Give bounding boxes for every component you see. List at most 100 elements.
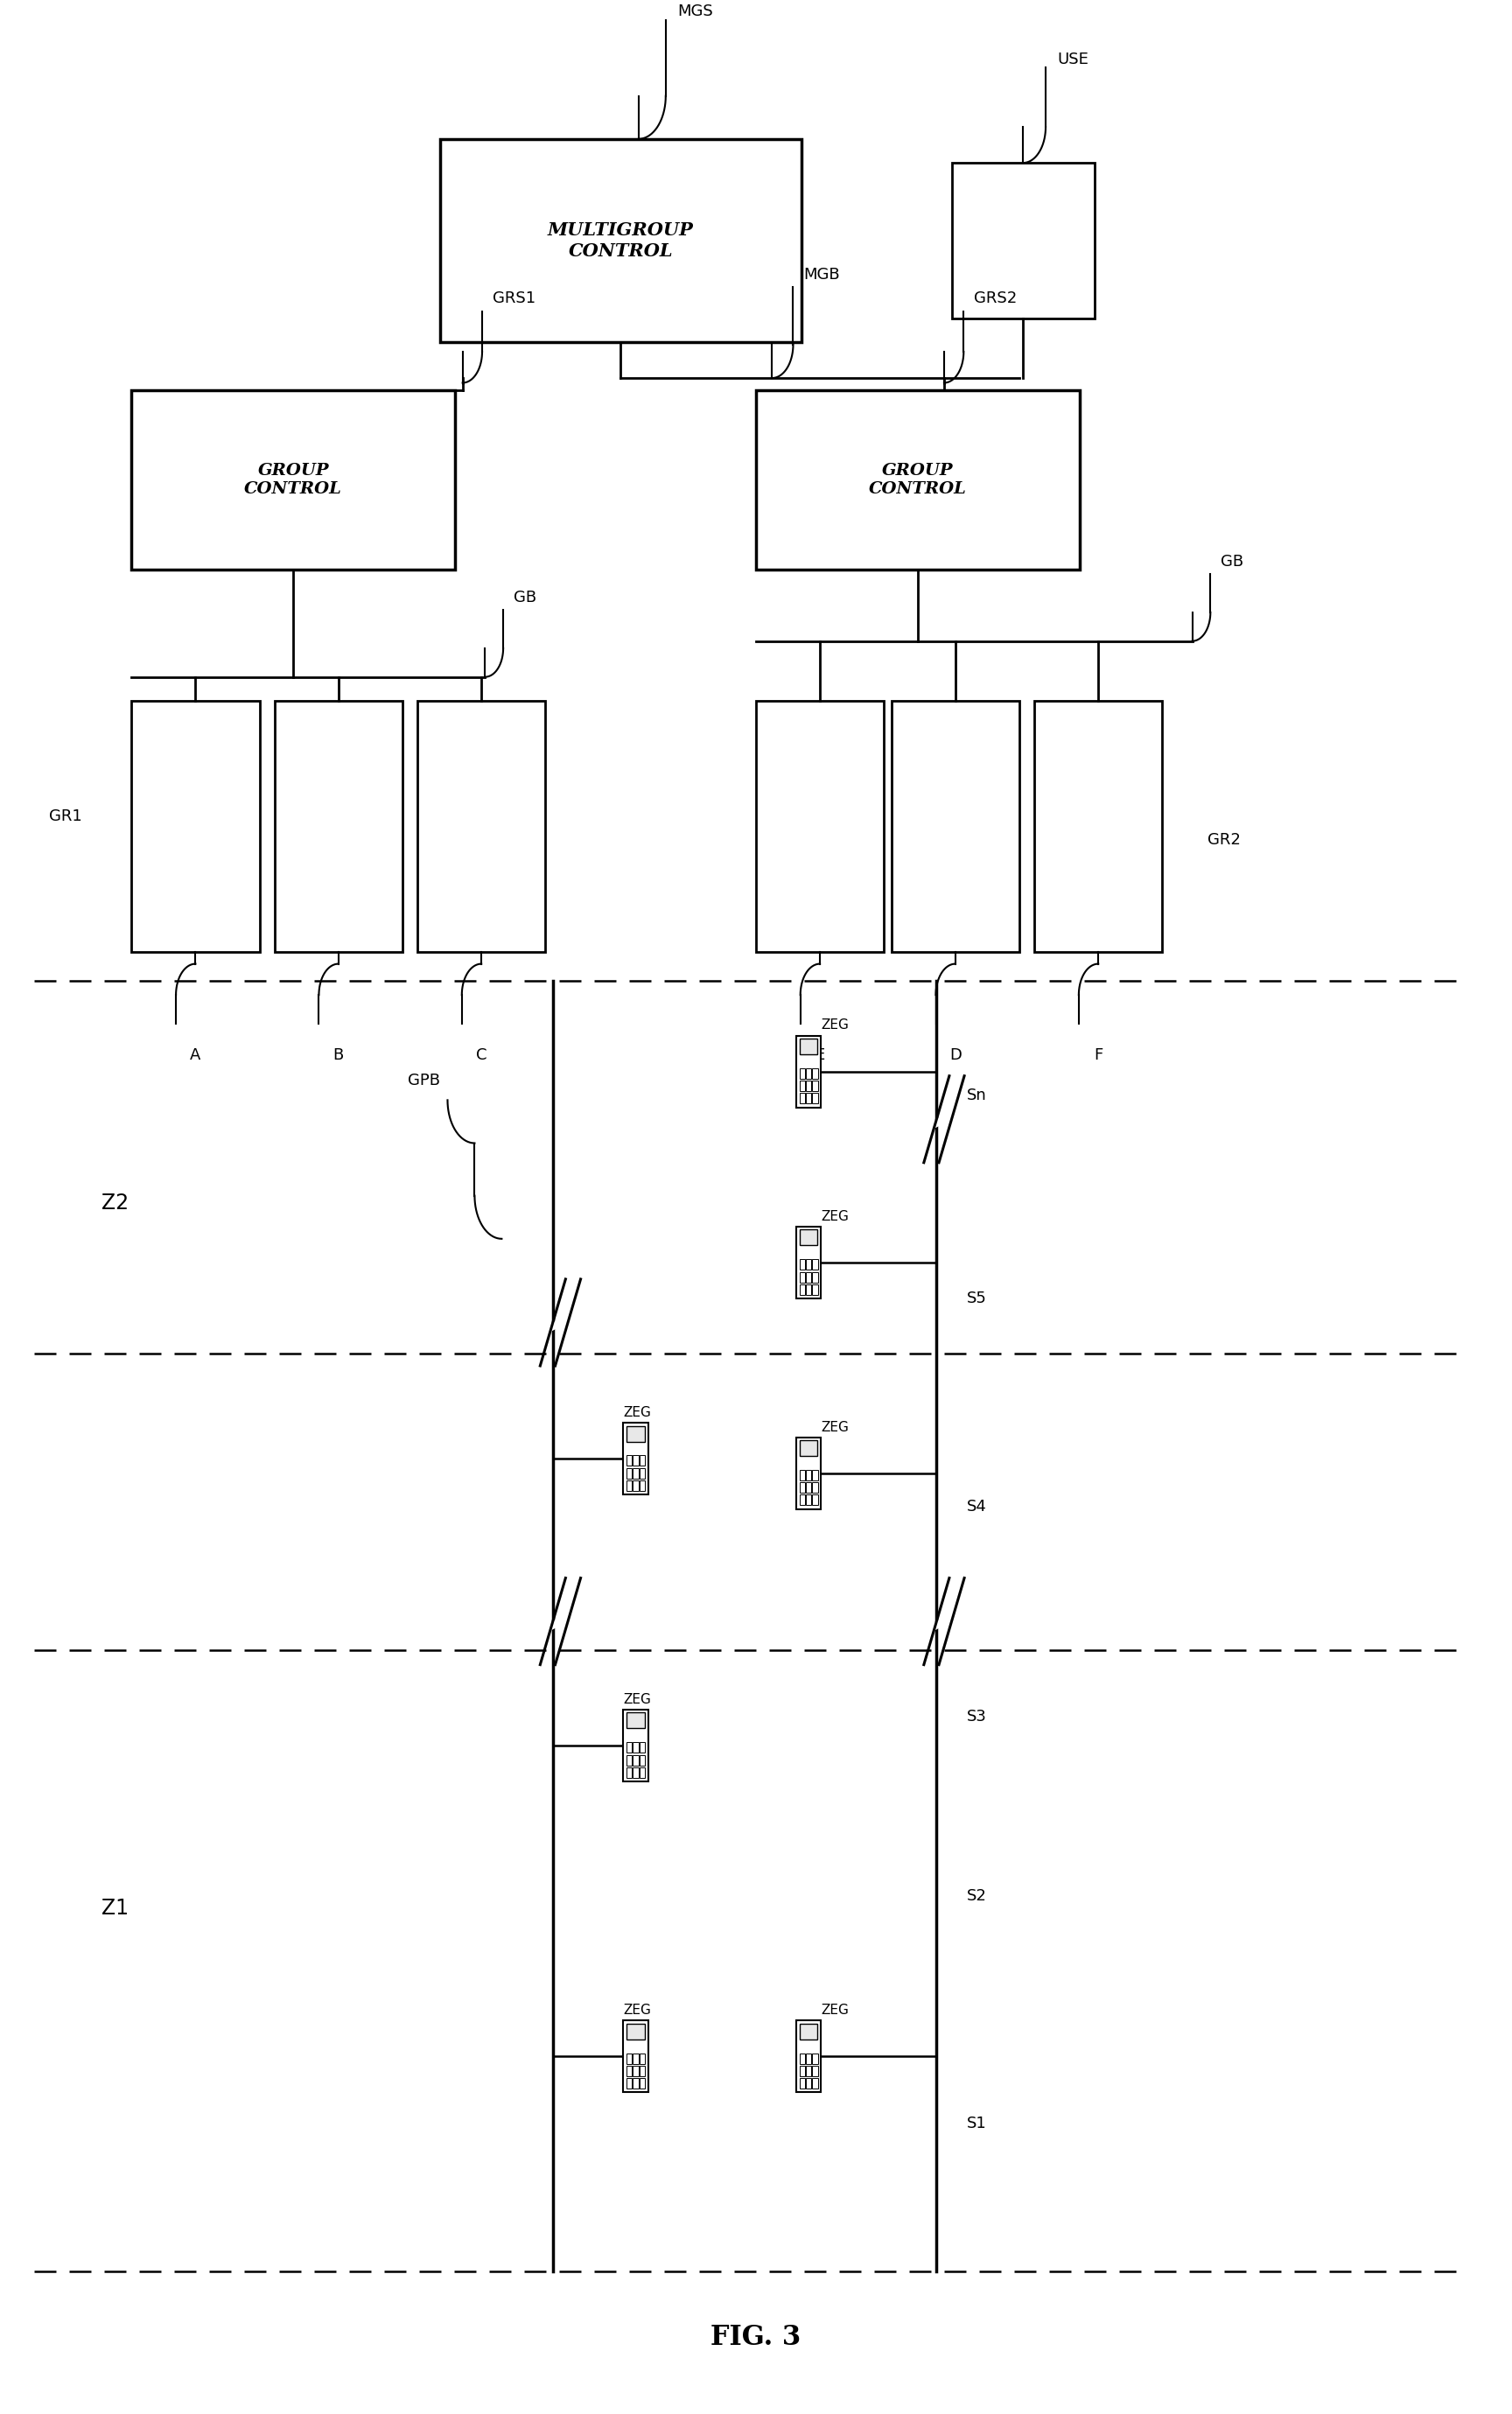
Bar — [800, 1494, 804, 1504]
Bar — [812, 1470, 818, 1480]
Bar — [623, 1709, 649, 1782]
Text: S4: S4 — [966, 1499, 987, 1514]
Bar — [812, 2078, 818, 2088]
Text: GR2: GR2 — [1208, 833, 1240, 847]
Text: E: E — [815, 1048, 826, 1062]
Bar — [640, 1456, 644, 1465]
Bar — [806, 1094, 812, 1103]
Text: Sn: Sn — [966, 1086, 986, 1103]
Bar — [812, 1094, 818, 1103]
Text: B: B — [333, 1048, 343, 1062]
Text: F: F — [1093, 1048, 1102, 1062]
Bar — [634, 1767, 638, 1777]
Bar — [440, 140, 801, 343]
Text: GB: GB — [514, 589, 537, 606]
Text: ZEG: ZEG — [821, 1419, 848, 1434]
Bar — [806, 1081, 812, 1091]
Bar — [640, 2066, 644, 2076]
Bar — [812, 2066, 818, 2076]
Text: ZEG: ZEG — [821, 1209, 848, 1224]
Bar — [800, 1470, 804, 1480]
Text: S3: S3 — [966, 1709, 987, 1726]
Text: FIG. 3: FIG. 3 — [711, 2322, 801, 2351]
Bar — [756, 700, 885, 951]
Bar — [634, 1743, 638, 1753]
Bar — [626, 1712, 644, 1728]
Text: ZEG: ZEG — [623, 1692, 652, 1707]
Bar — [797, 2021, 821, 2093]
Bar — [806, 1284, 812, 1294]
Bar — [640, 1743, 644, 1753]
Bar — [800, 2023, 818, 2040]
Bar — [626, 1427, 644, 1441]
Text: S2: S2 — [966, 1888, 987, 1905]
Text: GPB: GPB — [408, 1072, 440, 1089]
Text: MGB: MGB — [804, 266, 841, 282]
Bar — [806, 1482, 812, 1492]
Bar — [812, 1081, 818, 1091]
Bar — [797, 1226, 821, 1299]
Text: GB: GB — [1222, 553, 1244, 570]
Text: S1: S1 — [966, 2115, 986, 2132]
Bar — [640, 1468, 644, 1477]
Bar — [626, 1468, 632, 1477]
Text: GRS1: GRS1 — [493, 290, 535, 307]
Text: MGS: MGS — [677, 5, 714, 19]
Bar — [797, 1436, 821, 1509]
Bar — [626, 1767, 632, 1777]
Bar — [626, 1480, 632, 1492]
Bar — [132, 391, 455, 570]
Bar — [812, 2054, 818, 2064]
Bar — [812, 1260, 818, 1270]
Bar — [623, 2021, 649, 2093]
Bar — [806, 2066, 812, 2076]
Bar — [800, 1067, 804, 1079]
Bar — [806, 1494, 812, 1504]
Bar — [626, 1743, 632, 1753]
Bar — [640, 1767, 644, 1777]
Bar — [640, 1480, 644, 1492]
Text: MULTIGROUP
CONTROL: MULTIGROUP CONTROL — [547, 222, 694, 258]
Text: A: A — [191, 1048, 201, 1062]
Bar — [812, 1067, 818, 1079]
Bar — [797, 1036, 821, 1108]
Bar — [800, 1229, 818, 1246]
Bar — [634, 1456, 638, 1465]
Bar — [626, 2078, 632, 2088]
Text: ZEG: ZEG — [821, 1019, 848, 1031]
Text: GR1: GR1 — [48, 809, 82, 823]
Bar — [800, 1038, 818, 1055]
Text: GRS2: GRS2 — [974, 290, 1018, 307]
Bar — [951, 162, 1095, 319]
Bar — [806, 1067, 812, 1079]
Text: ZEG: ZEG — [623, 1407, 652, 1419]
Bar — [634, 1755, 638, 1765]
Text: D: D — [950, 1048, 962, 1062]
Bar — [640, 2054, 644, 2064]
Text: GROUP
CONTROL: GROUP CONTROL — [245, 463, 342, 497]
Bar — [806, 2054, 812, 2064]
Bar — [634, 1480, 638, 1492]
Bar — [626, 1755, 632, 1765]
Text: ZEG: ZEG — [821, 2004, 848, 2018]
Bar — [634, 2054, 638, 2064]
Bar — [812, 1482, 818, 1492]
Bar — [800, 2054, 804, 2064]
Bar — [812, 1284, 818, 1294]
Bar — [812, 1272, 818, 1282]
Bar — [626, 2054, 632, 2064]
Bar — [640, 2078, 644, 2088]
Text: ZEG: ZEG — [623, 2004, 652, 2018]
Bar — [800, 2066, 804, 2076]
Text: USE: USE — [1058, 51, 1089, 68]
Bar — [634, 2078, 638, 2088]
Text: GROUP
CONTROL: GROUP CONTROL — [869, 463, 966, 497]
Bar — [626, 2023, 644, 2040]
Text: Z2: Z2 — [101, 1193, 129, 1214]
Bar — [806, 2078, 812, 2088]
Bar — [800, 1272, 804, 1282]
Bar — [800, 1284, 804, 1294]
Bar — [417, 700, 546, 951]
Bar — [800, 1482, 804, 1492]
Bar — [623, 1422, 649, 1494]
